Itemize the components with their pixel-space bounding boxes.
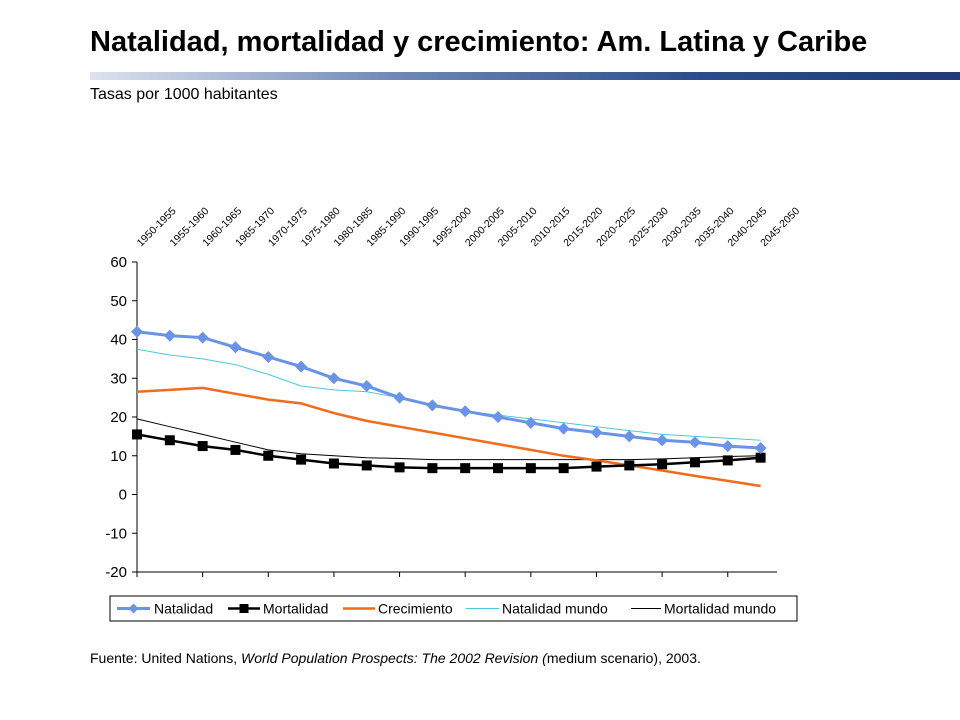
data-point: [721, 440, 734, 453]
data-point: [131, 325, 143, 338]
legend-label: Mortalidad: [263, 601, 328, 617]
data-point: [132, 429, 142, 440]
y-tick-labels: 60 50 40 30 20 10 0 -10 -20: [105, 254, 127, 581]
y-tick-label: 40: [110, 332, 127, 349]
series-line: [136, 433, 761, 470]
legend-item-mortalidad-mundo: Mortalidad mundo: [631, 601, 776, 617]
data-point: [459, 405, 472, 418]
data-point: [327, 372, 340, 385]
data-point: [722, 455, 733, 466]
data-point: [196, 331, 209, 344]
data-point: [689, 457, 700, 468]
series-layer: [131, 325, 767, 488]
y-tick-label: 10: [110, 448, 127, 465]
source-scenario: medium scenario: [546, 650, 654, 666]
series-line: [136, 386, 761, 488]
y-tick-label: -10: [105, 525, 127, 542]
legend-box: [109, 595, 798, 622]
data-point: [394, 462, 405, 473]
legend-item-natalidad: Natalidad: [117, 601, 213, 617]
data-point: [263, 450, 274, 461]
y-tick-label: 60: [110, 254, 127, 271]
data-point: [197, 441, 208, 452]
legend-item-mortalidad: Mortalidad: [228, 601, 328, 617]
data-point: [525, 463, 536, 474]
series-line: [136, 418, 761, 461]
series-mortalidad-mundo: [136, 418, 761, 461]
y-tick-label: 0: [119, 487, 127, 504]
y-tick-label: 20: [110, 409, 127, 426]
data-point: [295, 360, 308, 373]
series-line: [136, 330, 761, 450]
data-point: [163, 329, 176, 342]
data-point: [296, 454, 307, 465]
legend-label: Natalidad mundo: [502, 601, 608, 617]
data-point: [328, 458, 339, 469]
series-mortalidad: [132, 429, 766, 474]
data-point: [590, 426, 603, 439]
source-prefix: Fuente: United Nations,: [90, 650, 241, 666]
series-natalidad-mundo: [136, 348, 761, 441]
data-point: [460, 463, 471, 474]
data-point: [229, 341, 242, 354]
data-point: [426, 399, 439, 412]
data-point: [558, 463, 569, 474]
data-point: [361, 460, 372, 471]
data-point: [657, 459, 668, 470]
y-tick-label: 50: [110, 293, 127, 310]
data-point: [493, 463, 504, 474]
data-point: [393, 391, 406, 404]
data-point: [230, 444, 241, 455]
chart-legend: Natalidad Mortalidad Crecimiento Natalidad …: [109, 595, 798, 622]
data-point: [591, 461, 602, 472]
chart-axes: [132, 261, 777, 577]
data-point: [623, 430, 636, 443]
data-point: [656, 434, 669, 447]
chart-subtitle: Tasas por 1000 habitantes: [90, 86, 278, 103]
legend-item-natalidad-mundo: Natalidad mundo: [466, 601, 608, 617]
data-point: [524, 416, 537, 429]
source-publication: World Population Prospects: The 2002 Rev…: [240, 650, 547, 666]
y-tick-label: 30: [110, 370, 127, 387]
data-point: [688, 436, 701, 449]
series-crecimiento: [136, 386, 761, 488]
legend-label: Natalidad: [154, 601, 213, 617]
series-line: [136, 348, 761, 441]
page-title: Natalidad, mortalidad y crecimiento: Am.…: [90, 26, 868, 58]
data-point: [164, 435, 175, 446]
data-point: [262, 350, 275, 363]
data-point: [360, 380, 373, 392]
data-point: [754, 442, 767, 454]
legend-label: Crecimiento: [378, 601, 453, 617]
legend-marker: [128, 603, 139, 614]
category-labels: 1950-19551955-19601960-19651965-19701970…: [135, 205, 803, 249]
data-point: [624, 460, 635, 471]
legend-item-crecimiento: Crecimiento: [343, 601, 453, 617]
data-point: [492, 411, 505, 423]
series-natalidad: [131, 325, 767, 454]
y-tick-label: -20: [105, 564, 127, 581]
title-underline-bar: [90, 72, 960, 80]
data-point: [755, 452, 766, 463]
source-note: Fuente: United Nations, World Population…: [90, 650, 701, 666]
legend-label: Mortalidad mundo: [664, 601, 776, 617]
data-point: [427, 463, 438, 474]
legend-marker: [239, 604, 249, 613]
data-point: [557, 422, 570, 435]
source-year: ), 2003.: [653, 650, 701, 666]
